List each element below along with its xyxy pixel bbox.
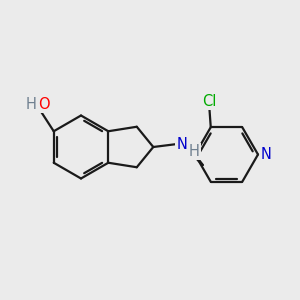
Text: H: H (25, 97, 36, 112)
Text: N: N (176, 136, 187, 152)
Text: N: N (261, 147, 272, 162)
Text: H: H (189, 144, 200, 159)
Text: Cl: Cl (202, 94, 216, 109)
Text: O: O (38, 97, 50, 112)
